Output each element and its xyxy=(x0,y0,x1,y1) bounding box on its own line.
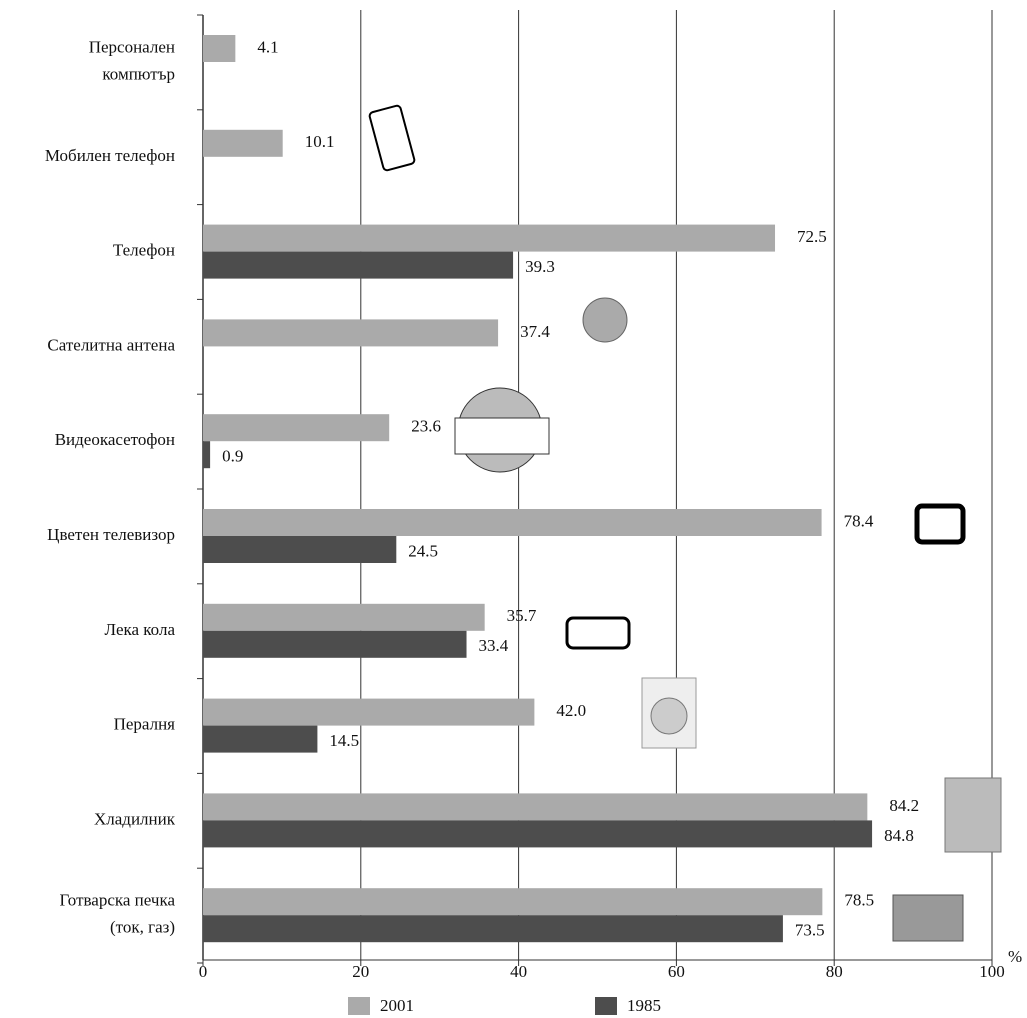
x-tick-label: 100 xyxy=(979,962,1005,981)
value-label: 73.5 xyxy=(795,921,825,940)
bar xyxy=(203,129,283,157)
y-tick-label: Сателитна антена xyxy=(47,335,175,354)
bar xyxy=(203,698,535,726)
x-tick-label: 80 xyxy=(826,962,843,981)
bar xyxy=(203,414,390,442)
icon-vcr xyxy=(454,417,550,455)
label-line: Мобилен телефон xyxy=(45,146,175,165)
x-tick-label: 60 xyxy=(668,962,685,981)
value-label: 39.3 xyxy=(525,257,555,276)
label-line: Телефон xyxy=(113,241,175,260)
y-tick-label: Пералня xyxy=(114,715,176,734)
bar xyxy=(203,536,397,563)
y-tick-label: Цветен телевизор xyxy=(47,525,175,544)
y-tick-label: Лека кола xyxy=(105,620,176,639)
label-line: Персонален xyxy=(89,37,175,56)
legend-label: 1985 xyxy=(627,996,661,1015)
bar xyxy=(203,35,236,62)
bar xyxy=(203,319,499,347)
value-label: 84.2 xyxy=(889,796,919,815)
x-tick-label: 0 xyxy=(199,962,208,981)
label-line: Сателитна антена xyxy=(47,335,175,354)
bar xyxy=(203,820,873,848)
label-line: Цветен телевизор xyxy=(47,525,175,544)
value-label: 14.5 xyxy=(329,731,359,750)
y-tick-label: Хладилник xyxy=(94,809,176,828)
value-label: 78.4 xyxy=(844,511,874,530)
label-line: Хладилник xyxy=(94,809,176,828)
label-line: (ток, газ) xyxy=(110,918,175,937)
legend-swatch xyxy=(348,997,370,1015)
legend-label: 2001 xyxy=(380,996,414,1015)
bar xyxy=(203,603,485,631)
x-axis-label: % xyxy=(1008,947,1022,966)
y-tick-label: Готварска печка (ток, газ) xyxy=(59,891,175,937)
icon-fridge xyxy=(944,777,1002,853)
value-label: 37.4 xyxy=(520,322,550,341)
x-tick-label: 40 xyxy=(510,962,527,981)
label-line: компютър xyxy=(102,64,175,83)
value-label: 33.4 xyxy=(479,636,509,655)
bar xyxy=(203,793,868,821)
value-label: 24.5 xyxy=(408,541,438,560)
y-tick-label: Телефон xyxy=(113,241,175,260)
bar xyxy=(203,251,514,279)
bar xyxy=(203,630,467,658)
value-label: 72.5 xyxy=(797,227,827,246)
y-tick-label: Видеокасетофон xyxy=(55,430,175,449)
x-tick-label: 20 xyxy=(352,962,369,981)
icon-car xyxy=(565,616,631,650)
legend-swatch xyxy=(595,997,617,1015)
value-label: 78.5 xyxy=(844,891,874,910)
icon-phone xyxy=(368,104,416,172)
label-line: Пералня xyxy=(114,715,176,734)
icon-washer-door xyxy=(650,697,688,735)
value-label: 84.8 xyxy=(884,826,914,845)
value-label: 35.7 xyxy=(507,606,537,625)
icon-tv xyxy=(914,503,966,545)
value-label: 42.0 xyxy=(556,701,586,720)
bar xyxy=(203,915,783,943)
bar xyxy=(203,224,776,252)
bar xyxy=(203,509,822,536)
bar xyxy=(203,888,823,916)
bar xyxy=(203,441,211,469)
icon-dish xyxy=(582,297,628,343)
value-label: 4.1 xyxy=(257,37,278,56)
value-label: 10.1 xyxy=(305,132,335,151)
value-label: 0.9 xyxy=(222,447,243,466)
value-label: 23.6 xyxy=(411,417,441,436)
y-tick-label: Персонален компютър xyxy=(89,37,175,83)
icon-stove xyxy=(892,894,964,942)
bar xyxy=(203,725,318,753)
y-tick-label: Мобилен телефон xyxy=(45,146,175,165)
label-line: Видеокасетофон xyxy=(55,430,175,449)
label-line: Лека кола xyxy=(105,620,176,639)
label-line: Готварска печка xyxy=(59,891,175,910)
